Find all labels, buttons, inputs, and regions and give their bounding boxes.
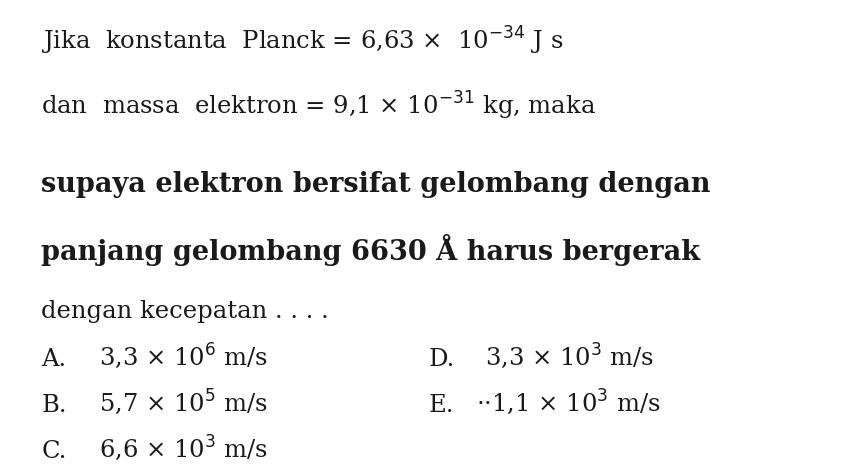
Text: B.: B. [41, 394, 67, 417]
Text: dengan kecepatan . . . .: dengan kecepatan . . . . [41, 300, 329, 323]
Text: 5,7 × 10$^{5}$ m/s: 5,7 × 10$^{5}$ m/s [99, 388, 268, 417]
Text: 3,3 × 10$^{3}$ m/s: 3,3 × 10$^{3}$ m/s [485, 342, 654, 371]
Text: E.: E. [429, 394, 455, 417]
Text: panjang gelombang 6630 Å harus bergerak: panjang gelombang 6630 Å harus bergerak [41, 234, 700, 266]
Text: 6,6 × 10$^{3}$ m/s: 6,6 × 10$^{3}$ m/s [99, 434, 268, 463]
Text: A.: A. [41, 348, 66, 371]
Text: Jika  konstanta  Planck = 6,63 ×  10$^{-34}$ J s: Jika konstanta Planck = 6,63 × 10$^{-34}… [41, 25, 564, 57]
Text: D.: D. [429, 348, 456, 371]
Text: C.: C. [41, 440, 67, 463]
Text: $\cdot$·1,1 × 10$^{3}$ m/s: $\cdot$·1,1 × 10$^{3}$ m/s [476, 388, 661, 417]
Text: supaya elektron bersifat gelombang dengan: supaya elektron bersifat gelombang denga… [41, 171, 710, 198]
Text: dan  massa  elektron = 9,1 × 10$^{-31}$ kg, maka: dan massa elektron = 9,1 × 10$^{-31}$ kg… [41, 90, 596, 122]
Text: 3,3 × 10$^{6}$ m/s: 3,3 × 10$^{6}$ m/s [99, 342, 268, 371]
